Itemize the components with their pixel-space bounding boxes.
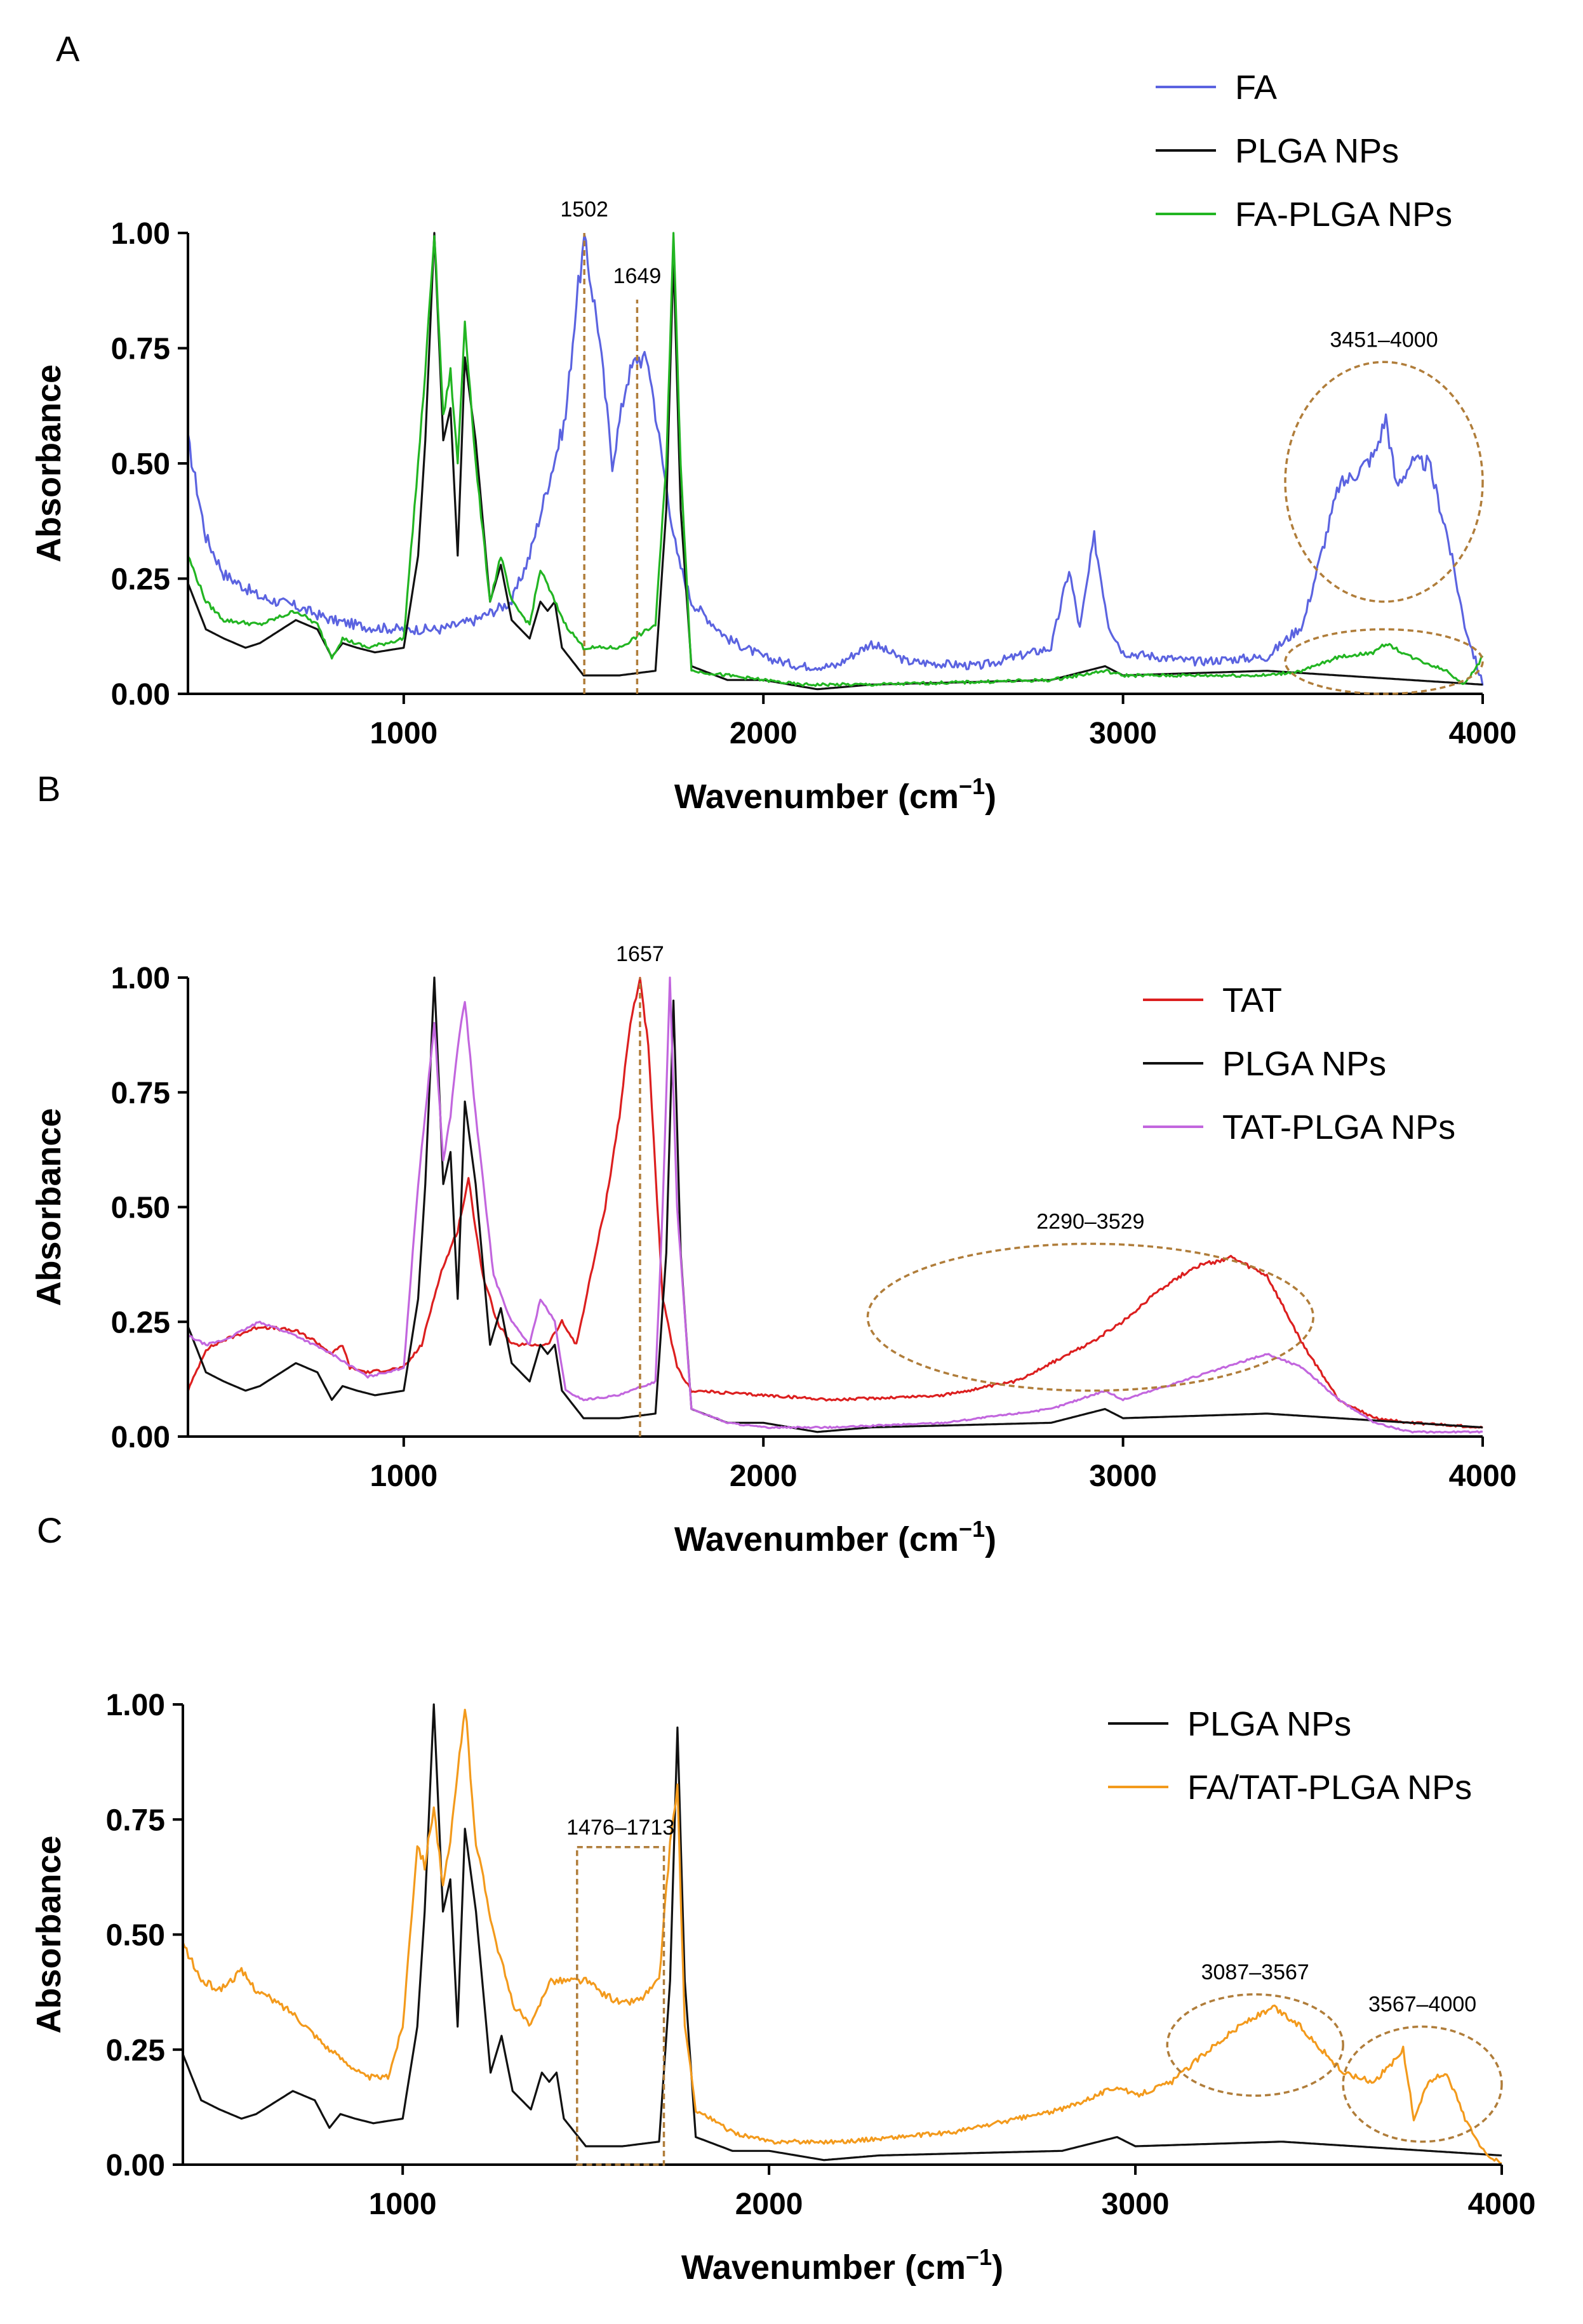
legend-label: FA [1235,69,1277,107]
region-highlight-box [576,1846,665,2166]
panel-b-chart: 1000 2000 3000 4000 0.00 0.25 0.50 0.75 1.00 Wave… [30,942,1516,1558]
y-axis-title: Absorbance [30,1835,68,2033]
legend-label: PLGA NPs [1222,1045,1386,1083]
x-tick-label: 1000 [369,2188,437,2221]
y-tick-label: 0.75 [111,333,170,366]
region-highlight-ellipse [866,1242,1314,1392]
x-tick-label: 2000 [730,717,798,750]
region-highlight-ellipse [1284,628,1484,695]
panel-a-letter: A [56,29,80,69]
x-tick-label: 3000 [1102,2188,1170,2221]
panel-a-chart: 1000 2000 3000 4000 0.00 0.25 0.50 0.75 1.00 Wave… [30,69,1516,816]
y-tick-label: 0.75 [111,1077,170,1110]
y-axis-title: Absorbance [30,364,68,562]
x-tick-label: 2000 [735,2188,803,2221]
series-line-plga-nps [182,1703,1502,2161]
legend-label: PLGA NPs [1235,132,1399,170]
region-highlight-ellipse [1342,2025,1503,2143]
series-line-plga-nps [187,976,1483,1433]
y-tick-label: 0.50 [111,448,170,481]
x-tick-label: 2000 [730,1459,798,1493]
legend-label: TAT-PLGA NPs [1222,1108,1455,1146]
series-line-fa-plga-nps [187,232,1484,687]
series-line-fa [187,233,1484,686]
y-tick-label: 0.50 [106,1919,165,1953]
region-label: 1476–1713 [566,1816,674,1840]
panel-c-letter: C [37,1510,62,1550]
region-label: 3451–4000 [1330,328,1438,352]
region-highlight-ellipse [1166,1993,1344,2097]
legend-label: FA-PLGA NPs [1235,196,1452,234]
y-tick-label: 0.25 [111,563,170,597]
x-axis-title: Wavenumber (cm−1) [674,1516,996,1558]
region-label: 2290–3529 [1036,1209,1144,1233]
y-tick-label: 0.25 [111,1306,170,1339]
y-tick-label: 0.75 [106,1803,165,1837]
region-label: 3087–3567 [1201,1960,1309,1984]
legend-label: FA/TAT-PLGA NPs [1187,1769,1472,1807]
peak-marker-label: 1657 [616,942,664,966]
x-tick-label: 4000 [1468,2188,1536,2221]
series-line-plga-nps [187,232,1483,691]
y-tick-label: 1.00 [111,962,170,995]
peak-marker-label: 1502 [560,197,608,222]
series-line-fa-tat-plga-nps [182,1708,1502,2165]
x-tick-label: 4000 [1449,717,1517,750]
y-tick-label: 0.00 [111,1421,170,1454]
x-tick-label: 3000 [1089,1459,1157,1493]
x-tick-label: 1000 [370,717,437,750]
legend-label: TAT [1222,981,1282,1019]
series-line-tat-plga-nps [187,976,1483,1434]
y-tick-label: 0.25 [106,2034,165,2068]
legend-label: PLGA NPs [1187,1705,1351,1743]
y-tick-label: 0.00 [111,678,170,712]
y-tick-label: 1.00 [111,217,170,251]
y-tick-label: 0.50 [111,1192,170,1225]
x-axis-title: Wavenumber (cm−1) [674,773,996,816]
panel-b-letter: B [37,769,60,809]
panel-c-chart: 1000 2000 3000 4000 0.00 0.25 0.50 0.75 1.00 Wave… [30,1689,1535,2287]
x-tick-label: 1000 [370,1459,437,1493]
region-highlight-ellipse [1284,361,1484,603]
y-tick-label: 1.00 [106,1689,165,1722]
y-tick-label: 0.00 [106,2149,165,2182]
region-label: 3567–4000 [1368,1993,1476,2017]
peak-marker-label: 1649 [613,264,662,288]
x-axis-title: Wavenumber (cm−1) [681,2244,1003,2287]
y-axis-title: Absorbance [30,1108,68,1306]
x-tick-label: 4000 [1449,1459,1517,1493]
x-tick-label: 3000 [1089,717,1157,750]
